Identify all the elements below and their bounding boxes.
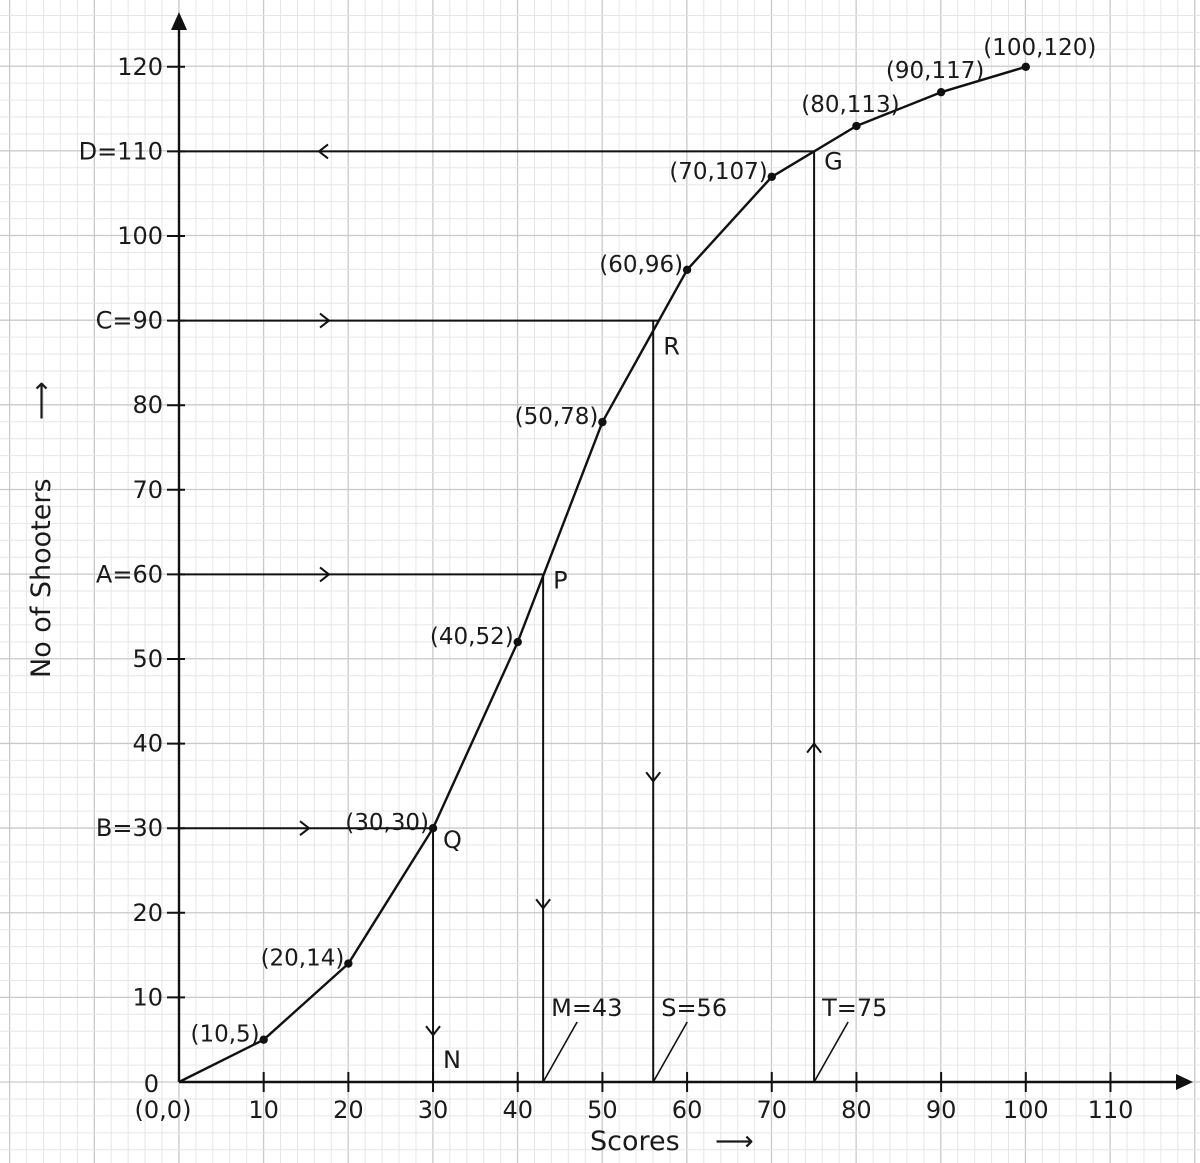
x-tick-label-70: 70: [756, 1096, 787, 1124]
reading-point-letter-2: R: [663, 333, 680, 361]
y-tick-label-70: 70: [132, 476, 163, 504]
y-tick-label-50: 50: [132, 645, 163, 673]
ogive-curve: [178, 62, 1030, 1084]
reading-y-label-3: D=110: [79, 137, 163, 165]
reading-foot-letter-0: N: [443, 1046, 461, 1074]
x-tick-label-100: 100: [1003, 1096, 1049, 1124]
x-tick-label-50: 50: [587, 1096, 618, 1124]
data-point-10: [259, 1035, 268, 1044]
data-point-40: [513, 637, 522, 647]
y-axis-title-arrow: ⟶: [26, 381, 57, 420]
labels: (10,5) (20,14) (30,30) (40,52) (50,78) (60,96…: [191, 35, 1097, 1048]
reading-y-label-1: A=60: [96, 560, 163, 588]
x-tick-label-80: 80: [841, 1096, 872, 1124]
reading-h-arrowhead-0: [299, 820, 311, 836]
data-point-label-90: (90,117): [886, 58, 984, 84]
axis-ticks: 10 20 30 40 50 60 70 80 90 100 110 10 20 40 50 70 80 100 1…: [117, 53, 1133, 1124]
data-point-label-50: (50,78): [515, 404, 599, 430]
data-point-30: [428, 824, 438, 833]
x-tick-label-30: 30: [418, 1096, 449, 1124]
x-tick-label-110: 110: [1088, 1096, 1134, 1124]
reading-h-arrowhead-2: [319, 312, 331, 329]
reading-foot-leader-2: [652, 1021, 688, 1083]
y-tick-label-20: 20: [132, 899, 163, 927]
x-axis-title: Scores: [590, 1126, 680, 1157]
x-tick-label-90: 90: [926, 1096, 957, 1124]
data-point-label-40: (40,52): [430, 624, 514, 650]
data-point-100: [1021, 62, 1030, 71]
reading-y-label-2: C=90: [96, 307, 163, 335]
data-point-label-100: (100,120): [983, 35, 1096, 61]
reading-foot-leader-3: [813, 1021, 849, 1083]
reading-h-arrowhead-3: [317, 143, 329, 160]
x-tick-label-60: 60: [672, 1096, 703, 1124]
data-point-label-10: (10,5): [191, 1022, 260, 1048]
reading-point-letter-3: G: [824, 147, 843, 175]
x-tick-label-10: 10: [248, 1096, 279, 1124]
reading-v-arrowhead-1: [535, 898, 551, 910]
x-axis-title-arrow: ⟶: [715, 1126, 754, 1157]
reading-point-letter-0: Q: [443, 826, 462, 854]
y-tick-label-100: 100: [117, 222, 163, 250]
origin-label: (0,0): [135, 1096, 192, 1124]
reading-foot-label-2: S=56: [661, 994, 727, 1022]
data-point-90: [936, 87, 946, 97]
data-point-label-70: (70,107): [669, 159, 767, 185]
reading-h-arrowhead-1: [319, 566, 331, 583]
reading-foot-leader-1: [542, 1021, 578, 1083]
data-point-80: [852, 121, 861, 131]
y-tick-label-80: 80: [132, 391, 163, 419]
data-point-label-30: (30,30): [345, 810, 429, 836]
reading-y-label-0: B=30: [96, 814, 163, 842]
y-tick-label-40: 40: [132, 730, 163, 758]
y-tick-label-120: 120: [117, 53, 163, 81]
reading-point-letter-1: P: [553, 566, 567, 594]
x-tick-label-40: 40: [502, 1096, 533, 1124]
reading-foot-label-3: T=75: [821, 994, 887, 1022]
reading-foot-label-1: M=43: [551, 994, 622, 1022]
data-point-50: [598, 417, 607, 427]
y-tick-label-10: 10: [132, 983, 163, 1011]
y-tick-label-0: 0: [144, 1070, 159, 1098]
data-point-70: [767, 172, 776, 181]
reading-v-arrowhead-3: [806, 741, 822, 754]
data-point-label-80: (80,113): [801, 92, 899, 118]
x-tick-label-20: 20: [333, 1096, 364, 1124]
data-point-20: [344, 959, 353, 968]
data-point-label-60: (60,96): [599, 252, 683, 278]
y-axis-title: No of Shooters: [26, 478, 57, 678]
data-point-label-20: (20,14): [261, 946, 345, 972]
data-point-60: [682, 265, 692, 275]
reading-lines: B=30 Q N A=60 P M=43 C=90 R S=56 D=110 G T=75: [79, 137, 887, 1083]
x-axis-arrowhead: [1176, 1074, 1193, 1090]
axes: [171, 12, 1193, 1090]
y-axis-arrowhead: [171, 12, 187, 30]
reading-v-arrowhead-2: [645, 771, 661, 783]
reading-v-arrowhead-0: [425, 1025, 441, 1037]
